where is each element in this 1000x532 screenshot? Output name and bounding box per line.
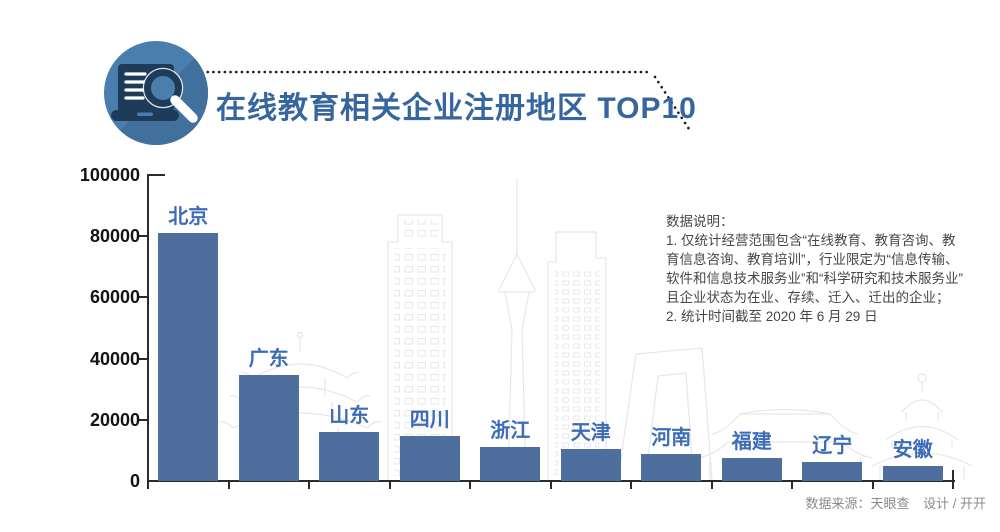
y-axis-line xyxy=(146,174,149,482)
bar-label-河南: 河南 xyxy=(651,427,692,450)
y-axis-label: 0 xyxy=(129,471,140,491)
x-axis-tick xyxy=(871,481,874,489)
x-axis-tick xyxy=(388,481,391,489)
y-axis-tick xyxy=(138,296,147,299)
x-axis-tick xyxy=(630,481,632,489)
bar-天津 xyxy=(560,448,621,481)
bar-label-浙江: 浙江 xyxy=(490,420,531,443)
x-axis-tick xyxy=(791,481,793,489)
bar-label-天津: 天津 xyxy=(570,421,611,444)
y-axis-top-tick xyxy=(149,174,165,176)
bar-四川 xyxy=(399,436,460,481)
note-line: 育信息咨询、教育培训”，行业限定为“信息传输、 xyxy=(666,252,959,267)
bar-label-安徽: 安徽 xyxy=(892,438,933,461)
x-axis-tick xyxy=(549,481,552,489)
y-axis-tick xyxy=(138,418,147,421)
x-axis-tick xyxy=(469,481,471,489)
y-axis-label: 80000 xyxy=(89,226,140,247)
y-axis-label: 60000 xyxy=(89,287,140,308)
bar-辽宁 xyxy=(802,461,863,481)
notes-block: 数据说明： 1. 仅统计经营范围包含“在线教育、教育咨询、教 育信息咨询、教育培… xyxy=(666,212,1000,326)
page-title: 在线教育相关企业注册地区 TOP10 xyxy=(216,92,697,125)
bar-label-福建: 福建 xyxy=(731,431,772,454)
y-axis-label: 40000 xyxy=(89,348,140,369)
x-axis-endcap xyxy=(951,470,954,481)
note-line: 2. 统计时间截至 2020 年 6 月 29 日 xyxy=(666,309,878,324)
note-line: 1. 仅统计经营范围包含“在线教育、教育咨询、教 xyxy=(666,233,956,248)
note-line: 且企业状态为在业、存续、迁入、迁出的企业； xyxy=(666,290,950,305)
y-axis-label: 100000 xyxy=(79,165,140,185)
bar-广东 xyxy=(238,375,299,481)
x-axis-tick xyxy=(147,481,149,489)
temple-of-heaven-outline xyxy=(871,373,973,480)
y-axis-label: 20000 xyxy=(89,409,140,430)
y-axis-tick xyxy=(138,235,147,238)
x-axis-tick xyxy=(227,481,230,489)
bar-山东 xyxy=(319,432,380,481)
data-source-text: 数据来源：天眼查 xyxy=(805,496,910,511)
x-axis-tick xyxy=(308,481,310,489)
x-axis-tick xyxy=(952,481,954,489)
bar-浙江 xyxy=(480,447,541,481)
note-line: 软件和信息技术服务业”和“科学研究和技术服务业” xyxy=(666,271,963,286)
designer-text: 设计 / 开开 xyxy=(923,496,986,511)
footer-credit: 数据来源：天眼查 设计 / 开开 xyxy=(806,493,986,512)
x-axis-line xyxy=(146,479,955,482)
bar-安徽 xyxy=(882,465,943,481)
bar-label-辽宁: 辽宁 xyxy=(812,434,853,457)
bar-label-四川: 四川 xyxy=(409,409,450,432)
bar-label-山东: 山东 xyxy=(329,405,370,428)
bar-label-北京: 北京 xyxy=(168,206,209,229)
bar-河南 xyxy=(641,454,702,481)
bar-北京 xyxy=(158,233,219,481)
bar-label-广东: 广东 xyxy=(248,348,289,371)
y-axis-tick xyxy=(138,357,147,360)
bar-福建 xyxy=(721,458,782,481)
notes-title: 数据说明： xyxy=(666,214,734,229)
x-axis-tick xyxy=(710,481,713,489)
